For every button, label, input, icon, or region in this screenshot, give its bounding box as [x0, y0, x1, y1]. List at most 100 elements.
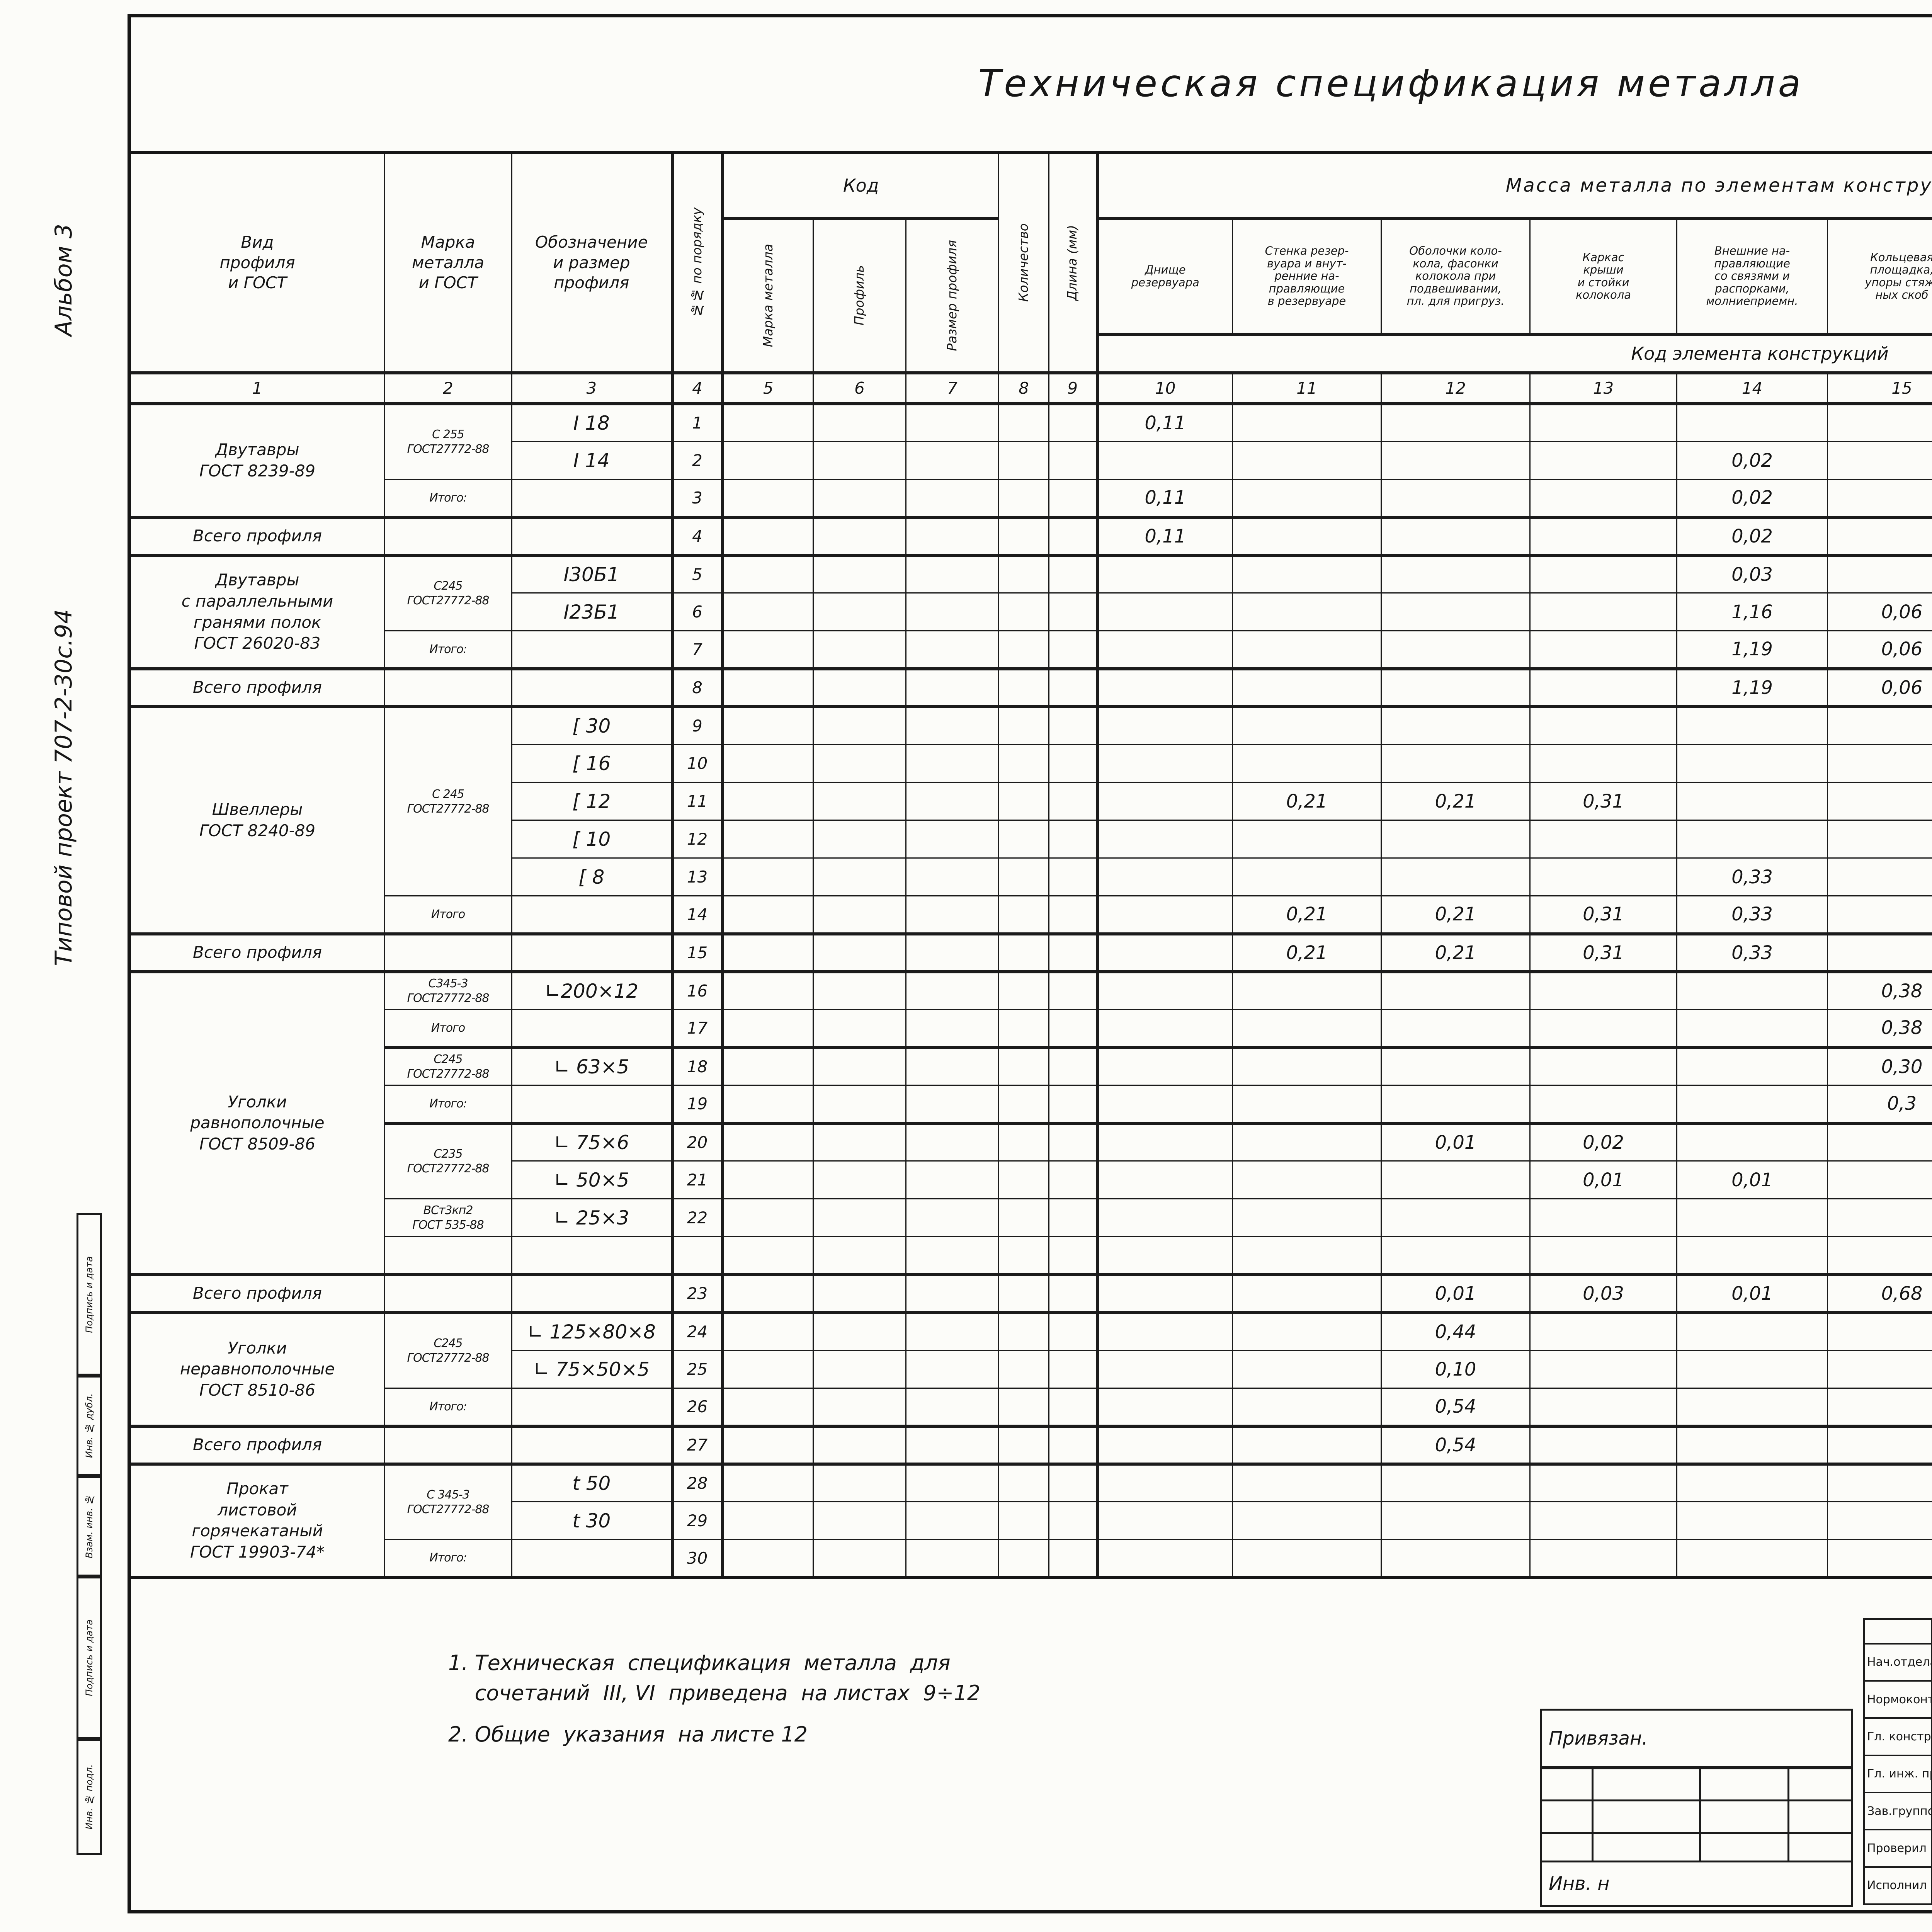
code-cell	[1048, 1539, 1098, 1578]
attach-cell	[1699, 1767, 1789, 1801]
mass-value-cell: 0,33	[1676, 932, 1828, 972]
mass-value-cell	[1232, 630, 1382, 669]
profile-size-cell: ∟ 75×50×5	[511, 1350, 673, 1389]
mass-value-cell: 0,38	[1827, 970, 1932, 1010]
mass-value-cell	[1381, 705, 1531, 745]
code-cell	[721, 667, 814, 707]
margin-strip: Подпись и дата Инв. № дубл. Взам. инв. № По…	[77, 1213, 102, 1855]
mass-value-cell	[1676, 1539, 1828, 1578]
code-cell	[721, 1046, 814, 1086]
code-cell	[905, 1198, 999, 1237]
code-cell	[1048, 441, 1098, 480]
table-row: [ 16100,150,15	[129, 744, 1932, 783]
column-number: 8	[998, 372, 1049, 405]
mass-value-cell	[1381, 553, 1531, 594]
code-cell	[1048, 1424, 1098, 1464]
mass-value-cell	[1529, 1085, 1677, 1124]
header-col10: Днище резервуара	[1095, 218, 1233, 336]
profile-size-cell	[511, 1009, 673, 1048]
mass-value-cell	[1676, 705, 1828, 745]
header-col1: Вид профиля и ГОСТ	[129, 152, 385, 374]
mass-value-cell: 0,31	[1529, 782, 1677, 821]
code-cell	[721, 515, 814, 556]
row-number-cell: 10	[670, 744, 723, 783]
mass-value-cell: 0,68	[1827, 1273, 1932, 1313]
mass-value-cell: 0,38	[1827, 1009, 1932, 1048]
row-number-cell: 14	[670, 895, 723, 934]
mass-value-cell	[1095, 1388, 1233, 1427]
header-kod-elementa: Код элемента конструкций	[1095, 333, 1932, 374]
attach-cell	[1592, 1767, 1701, 1801]
code-cell	[1048, 1501, 1098, 1540]
stamp-role-row: Нач.отделаБеспалов	[1863, 1643, 1932, 1682]
profile-group-cell: Уголки равнополочные ГОСТ 8509-86	[129, 970, 385, 1275]
mass-value-cell	[1095, 1121, 1233, 1162]
code-cell	[905, 403, 999, 442]
steel-grade-cell	[384, 515, 512, 556]
mass-value-cell	[1381, 857, 1531, 896]
code-cell	[998, 1350, 1049, 1389]
code-cell	[1048, 1009, 1098, 1048]
code-cell	[905, 895, 999, 934]
code-cell	[721, 1501, 814, 1540]
code-cell	[998, 1160, 1049, 1199]
row-number-cell: 23	[670, 1273, 723, 1313]
steel-grade-cell: Итого:	[384, 1539, 512, 1578]
mass-value-cell	[1676, 744, 1828, 783]
column-numbers-row: 123456789101112131415161718192021222324	[129, 372, 1932, 405]
steel-grade-cell: Итого	[384, 1009, 512, 1048]
mass-value-cell	[1529, 515, 1677, 556]
header-kod-group: Код	[721, 152, 999, 220]
code-cell	[813, 553, 906, 594]
code-cell	[1048, 705, 1098, 745]
profile-size-cell: [ 16	[511, 744, 673, 783]
mass-value-cell	[1095, 1046, 1233, 1086]
code-cell	[721, 1198, 814, 1237]
code-cell	[905, 705, 999, 745]
profile-size-cell: I 14	[511, 441, 673, 480]
attach-cell	[1787, 1799, 1853, 1834]
steel-grade-cell: С 245 ГОСТ27772-88	[384, 705, 512, 896]
column-number: 5	[721, 372, 814, 405]
code-cell	[998, 630, 1049, 669]
table-row: 0,35	[129, 1236, 1932, 1275]
profile-size-cell	[511, 932, 673, 972]
table-row: Итого:190,30,3	[129, 1085, 1932, 1124]
code-cell	[813, 403, 906, 442]
mass-value-cell	[1676, 1462, 1828, 1502]
role-label: Зав.группой	[1863, 1791, 1932, 1831]
table-row: Уголки неравнополочные ГОСТ 8510-86 С245 …	[129, 1311, 1932, 1427]
steel-grade-cell	[384, 932, 512, 972]
attach-cell	[1539, 1832, 1594, 1862]
steel-grade-cell: Итого:	[384, 630, 512, 669]
code-cell	[998, 479, 1049, 518]
row-number-cell: 11	[670, 782, 723, 821]
mass-value-cell	[1232, 1160, 1382, 1199]
code-cell	[721, 782, 814, 821]
mass-value-cell	[1381, 479, 1531, 518]
mass-value-cell: 0,11	[1095, 403, 1233, 442]
code-cell	[813, 1046, 906, 1086]
attach-cell	[1787, 1832, 1853, 1862]
code-cell	[1048, 515, 1098, 556]
row-number-cell: 16	[670, 970, 723, 1010]
note-text: 2. Общие указания на листе 12	[448, 1722, 808, 1747]
code-cell	[998, 1121, 1049, 1162]
mass-value-cell	[1827, 1462, 1932, 1502]
code-cell	[813, 1539, 906, 1578]
code-cell	[1048, 1236, 1098, 1275]
mass-value-cell	[1095, 705, 1233, 745]
mass-value-cell	[1232, 1462, 1382, 1502]
spec-table: Вид профиля и ГОСТ Марка металла и ГОСТ …	[128, 151, 1932, 1579]
mass-value-cell: 0,54	[1381, 1388, 1531, 1427]
mass-value-cell	[1381, 744, 1531, 783]
code-cell	[721, 403, 814, 442]
row-number-cell: 25	[670, 1350, 723, 1389]
mass-value-cell: 0,01	[1529, 1160, 1677, 1199]
code-cell	[998, 857, 1049, 896]
mass-value-cell	[1232, 1388, 1382, 1427]
note-text: 1. Техническая спецификация металла для …	[448, 1651, 981, 1706]
code-cell	[1048, 403, 1098, 442]
code-cell	[1048, 932, 1098, 972]
